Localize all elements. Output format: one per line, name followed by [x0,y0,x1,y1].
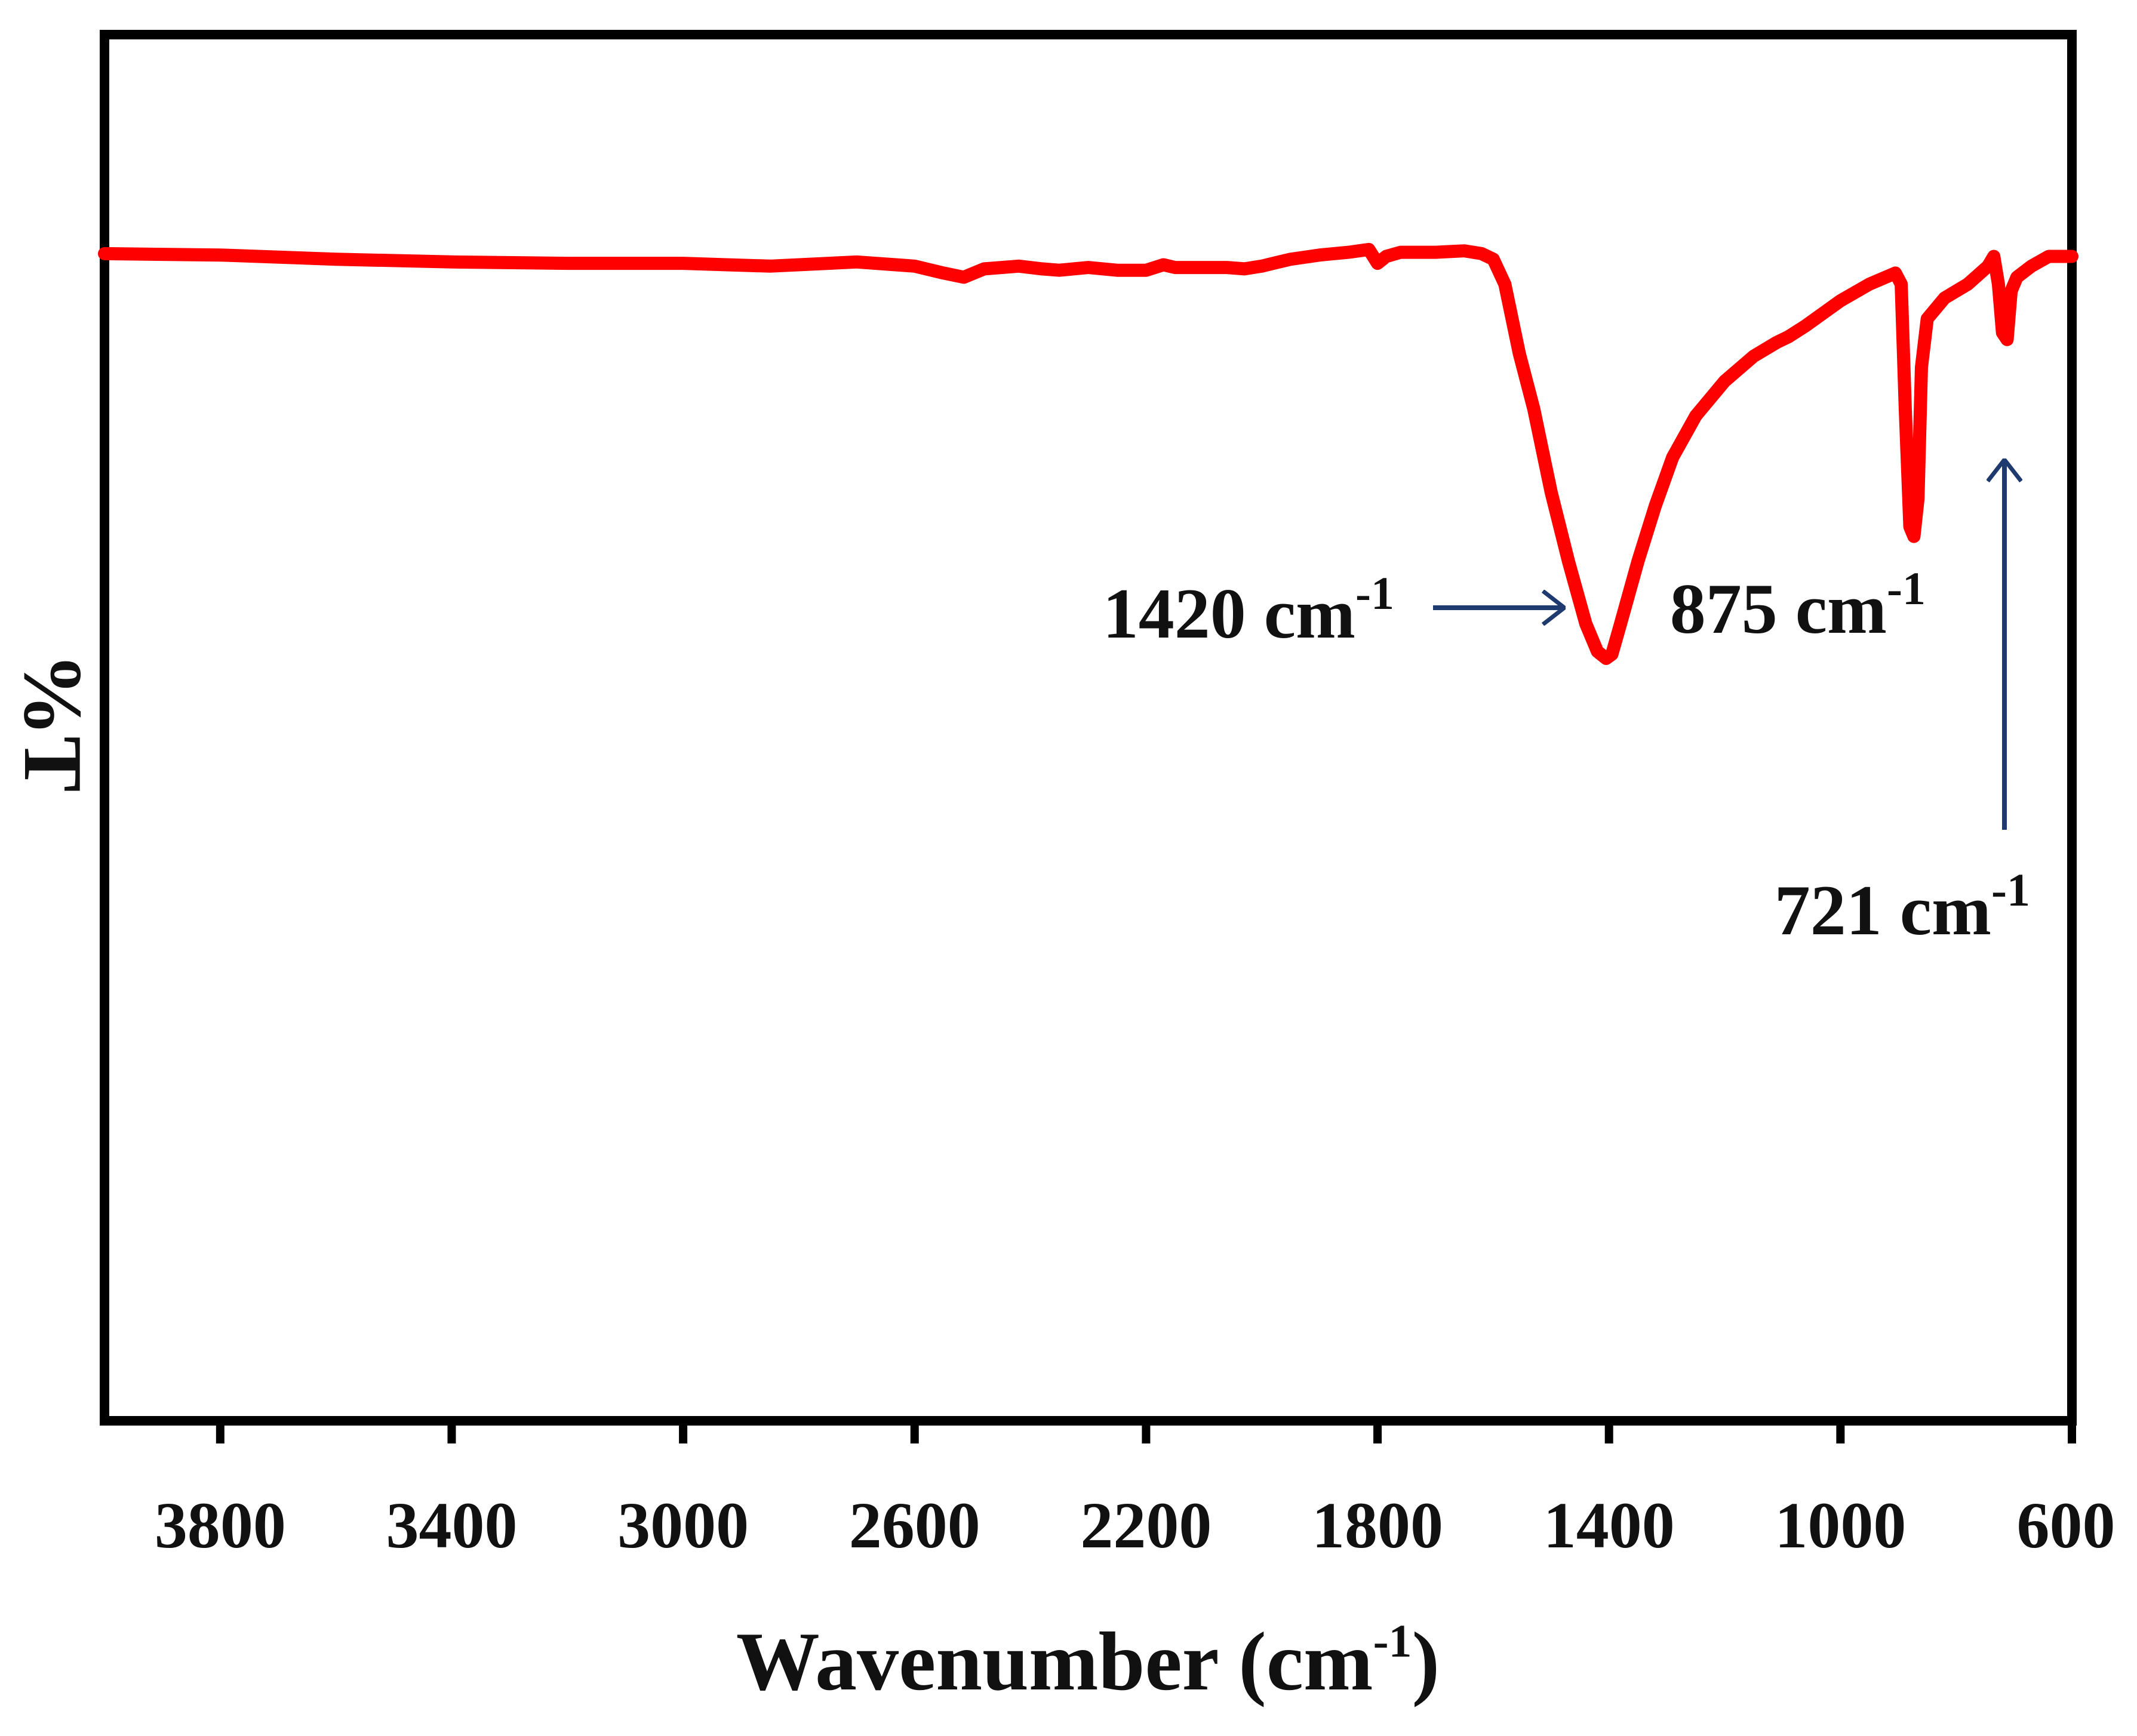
y-axis-title: %T [7,652,99,792]
peak-annotations: 1420 cm-1 875 cm-1 721 cm-1 [1103,460,2030,950]
x-tick-label: 1800 [1312,1489,1443,1562]
peak-label: 875 cm-1 [1670,562,1926,648]
x-axis-title: Wavenumber (cm-1) [736,1615,1440,1708]
x-tick-label: 2200 [1080,1489,1212,1562]
x-tick-label: 2600 [849,1489,980,1562]
x-tick-labels: 3800 3400 3000 2600 2200 1800 1400 1000 600 [155,1489,2116,1562]
x-ticks [216,1421,2076,1443]
x-tick-label: 3800 [155,1489,286,1562]
x-tick-label: 3000 [617,1489,749,1562]
x-tick-label: 1000 [1775,1489,1906,1562]
spectrum-line [98,242,2078,665]
x-tick-label: 600 [2017,1489,2116,1562]
plot-frame [100,30,2077,1426]
peak-label: 721 cm-1 [1775,864,2030,950]
x-tick-label: 1400 [1543,1489,1675,1562]
peak-label: 1420 cm-1 [1103,567,1394,653]
x-tick-label: 3400 [386,1489,517,1562]
